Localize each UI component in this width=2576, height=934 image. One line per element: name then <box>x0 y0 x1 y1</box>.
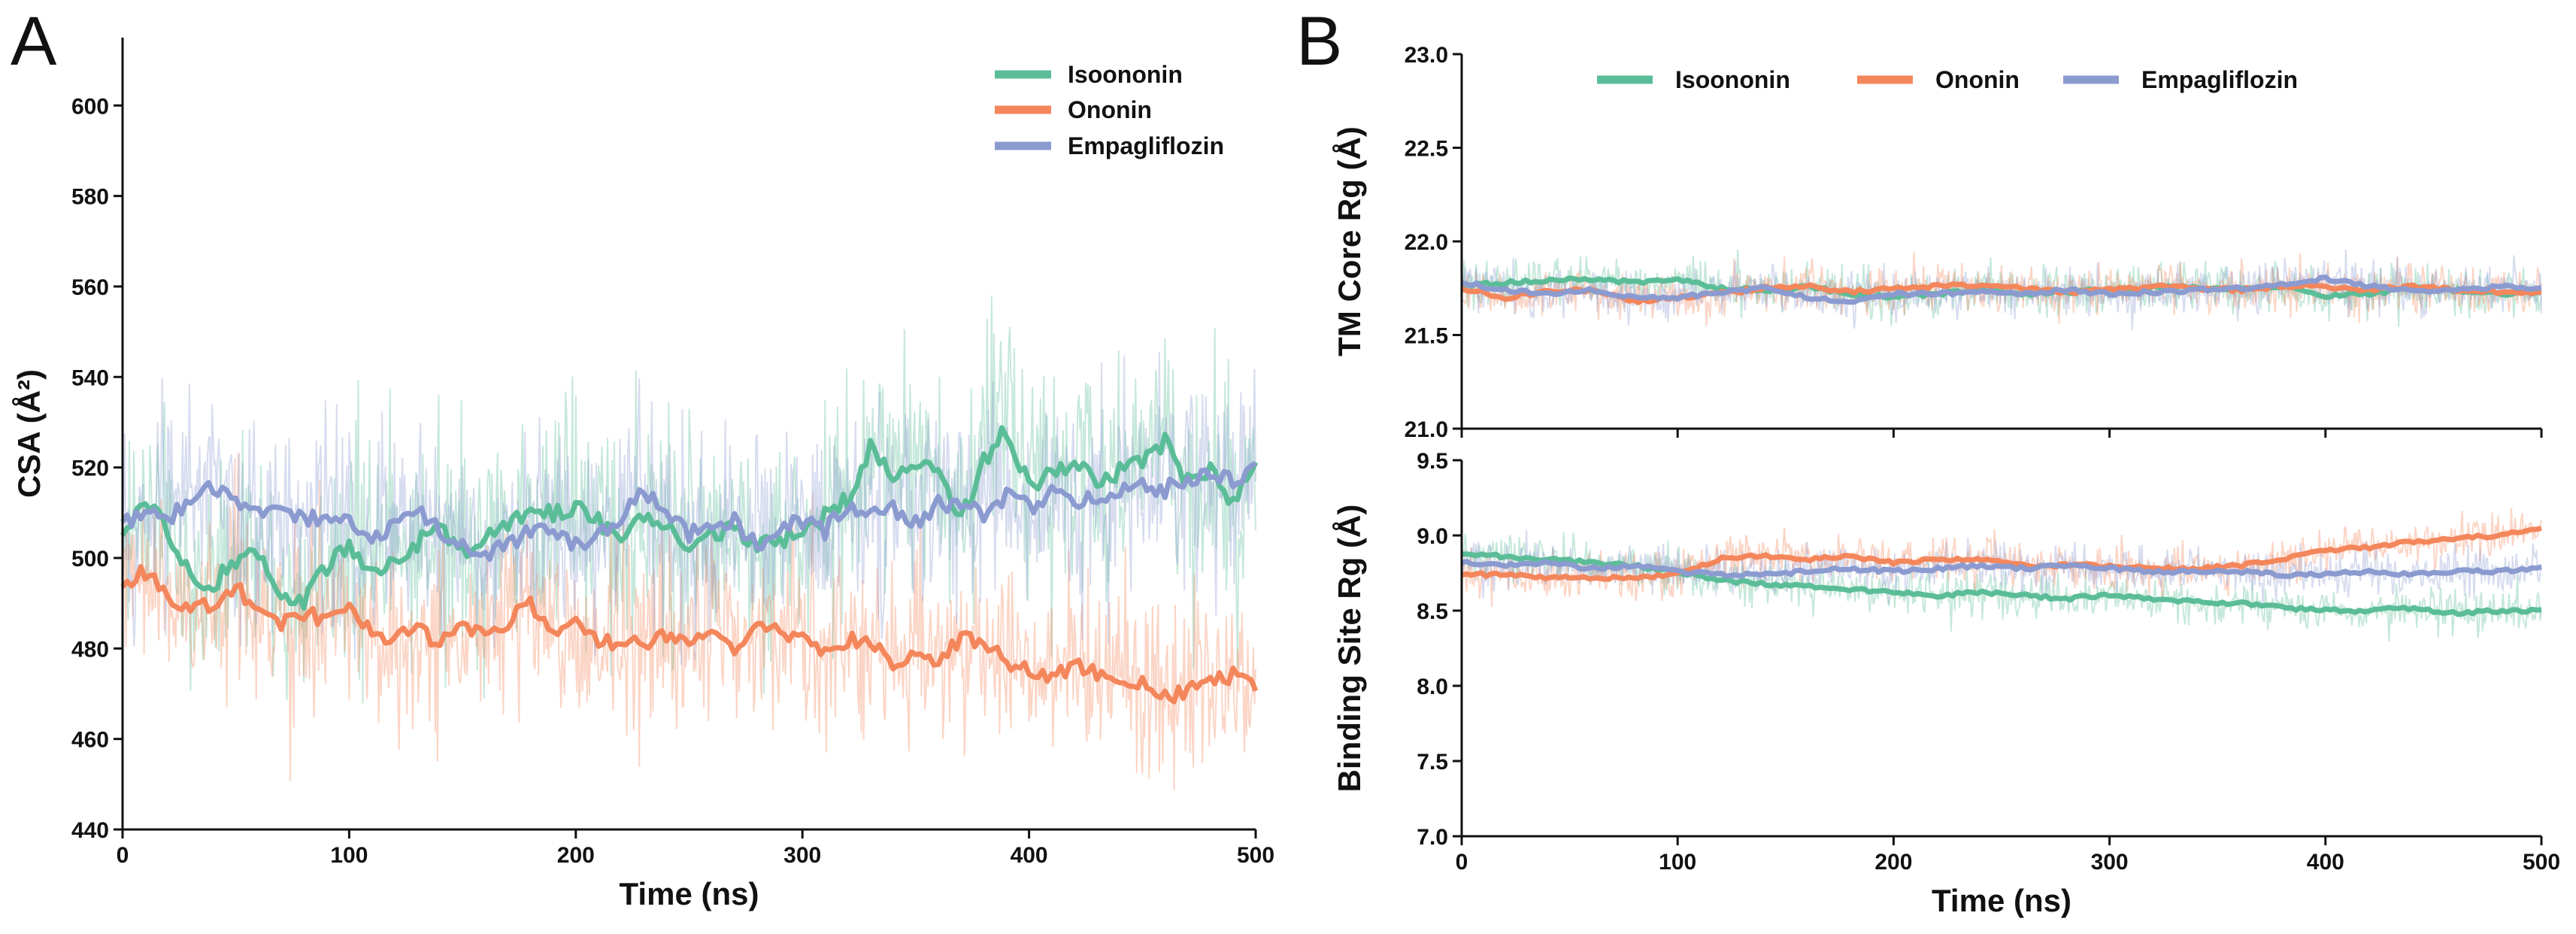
csa-raw-ononin <box>122 453 1256 790</box>
csa-y-tick-label: 500 <box>71 547 109 572</box>
tm-core-y-tick-label: 23.0 <box>1405 43 1448 68</box>
tm-core-raw-empagliflozin <box>1461 249 2542 331</box>
legend-a-label-isoononin: Isoononin <box>1068 61 1183 88</box>
binding-site-y-tick-label: 7.5 <box>1417 750 1448 775</box>
binding-site-y-tick-label: 8.5 <box>1417 599 1448 624</box>
csa-plot: 440 460 480 500 520 540 560 580 600 0 100 200 300 400… <box>11 38 1274 911</box>
binding-site-y-tick-label: 8.0 <box>1417 675 1448 699</box>
binding-site-x-tick-label: 100 <box>1659 850 1696 875</box>
binding-site-y-tick-label: 9.5 <box>1417 449 1448 474</box>
tm-core-y-axis-title: TM Core Rg (Å) <box>1332 126 1367 356</box>
binding-site-x-tick-label: 0 <box>1456 850 1468 875</box>
binding-site-series-empagliflozin <box>1461 559 2542 579</box>
binding-site-x-tick-label: 300 <box>2091 850 2129 875</box>
legend-b-label-empagliflozin: Empagliflozin <box>2141 66 2298 93</box>
tm-core-y-tick-label: 21.5 <box>1405 324 1448 349</box>
csa-x-tick-label: 500 <box>1237 843 1274 868</box>
legend-a: Isoononin Ononin Empagliflozin <box>995 61 1224 159</box>
binding-site-y-tick-label: 9.0 <box>1417 524 1448 549</box>
csa-series-empagliflozin <box>120 461 1257 563</box>
tm-core-y-tick-label: 22.5 <box>1405 137 1448 162</box>
binding-site-y-tick-label: 7.0 <box>1417 825 1448 850</box>
csa-series-ononin <box>120 564 1259 705</box>
tm-core-raw-ononin <box>1461 251 2542 326</box>
legend-b: Isoononin Ononin Empagliflozin <box>1597 66 2298 93</box>
csa-x-tick-label: 0 <box>117 843 129 868</box>
tm-core-y-tick-label: 22.0 <box>1405 230 1448 255</box>
csa-y-tick-label: 440 <box>71 818 109 843</box>
panel-label-a: A <box>11 3 57 80</box>
binding-site-rg-plot: 7.0 7.5 8.0 8.5 9.0 9.5 0 100 200 300 400 500 Time (… <box>1332 449 2560 918</box>
csa-y-tick-label: 520 <box>71 456 109 481</box>
binding-site-x-tick-label: 400 <box>2307 850 2344 875</box>
tm-core-series-ononin <box>1460 281 2542 305</box>
csa-series-isoononin <box>120 425 1259 611</box>
binding-site-raw-ononin <box>1461 508 2542 607</box>
csa-y-tick-label: 560 <box>71 275 109 300</box>
legend-a-label-ononin: Ononin <box>1068 96 1152 123</box>
legend-b-label-ononin: Ononin <box>1935 66 2020 93</box>
legend-a-label-empagliflozin: Empagliflozin <box>1068 132 1224 159</box>
tm-core-y-tick-label: 21.0 <box>1405 417 1448 442</box>
csa-y-tick-label: 460 <box>71 728 109 753</box>
csa-y-tick-label: 600 <box>71 94 109 119</box>
panel-label-b: B <box>1296 3 1342 80</box>
csa-y-tick-label: 540 <box>71 365 109 390</box>
binding-site-x-tick-label: 200 <box>1874 850 1912 875</box>
csa-x-tick-label: 200 <box>557 843 595 868</box>
tm-core-rg-plot: 21.0 21.5 22.0 22.5 23.0 TM Core Rg (Å) <box>1332 43 2543 442</box>
csa-raw-traces <box>122 295 1256 790</box>
binding-site-y-axis-title: Binding Site Rg (Å) <box>1332 505 1367 793</box>
legend-b-label-isoononin: Isoononin <box>1675 66 1790 93</box>
binding-site-x-axis-title: Time (ns) <box>1932 883 2071 918</box>
csa-x-tick-label: 400 <box>1011 843 1048 868</box>
csa-raw-empagliflozin <box>122 352 1256 666</box>
csa-x-tick-label: 300 <box>783 843 821 868</box>
csa-x-tick-label: 100 <box>330 843 368 868</box>
binding-site-raw-isoononin <box>1461 532 2542 642</box>
tm-core-series-empagliflozin <box>1460 274 2542 305</box>
csa-x-axis-title: Time (ns) <box>620 876 759 911</box>
binding-site-x-tick-label: 500 <box>2523 850 2560 875</box>
csa-raw-isoononin <box>122 295 1256 704</box>
csa-y-tick-label: 480 <box>71 637 109 662</box>
csa-y-tick-label: 580 <box>71 185 109 210</box>
binding-site-series-ononin <box>1461 525 2542 582</box>
csa-y-axis-title: CSA (Å²) <box>11 369 47 498</box>
